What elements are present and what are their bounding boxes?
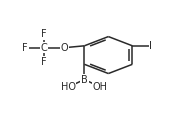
Text: F: F: [22, 43, 28, 53]
Text: F: F: [41, 29, 47, 39]
Text: O: O: [61, 43, 69, 53]
Text: C: C: [40, 43, 47, 53]
Text: F: F: [41, 57, 47, 66]
Text: I: I: [149, 41, 152, 51]
Text: OH: OH: [93, 82, 108, 92]
Text: HO: HO: [61, 82, 76, 92]
Text: B: B: [81, 75, 88, 85]
